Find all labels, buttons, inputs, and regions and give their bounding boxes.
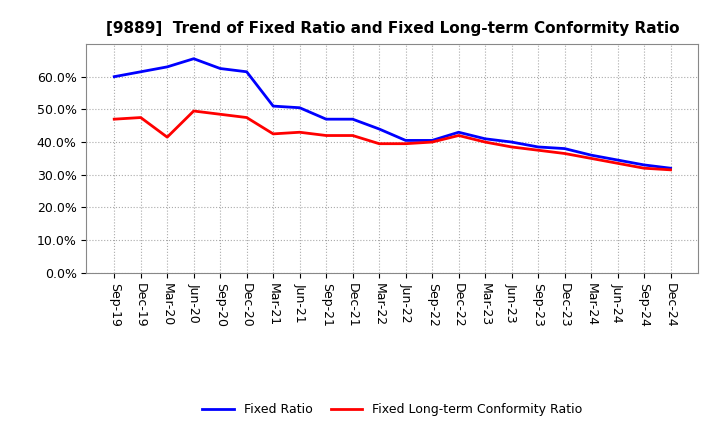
Fixed Long-term Conformity Ratio — [454, 133, 463, 138]
Fixed Long-term Conformity Ratio — [136, 115, 145, 120]
Fixed Long-term Conformity Ratio — [534, 147, 542, 153]
Fixed Long-term Conformity Ratio — [189, 108, 198, 114]
Fixed Ratio — [481, 136, 490, 141]
Fixed Ratio — [613, 158, 622, 163]
Fixed Long-term Conformity Ratio — [322, 133, 330, 138]
Fixed Long-term Conformity Ratio — [587, 156, 595, 161]
Fixed Long-term Conformity Ratio — [110, 117, 119, 122]
Fixed Ratio — [534, 144, 542, 150]
Fixed Long-term Conformity Ratio — [163, 135, 171, 140]
Fixed Ratio — [189, 56, 198, 61]
Fixed Long-term Conformity Ratio — [243, 115, 251, 120]
Fixed Long-term Conformity Ratio — [666, 167, 675, 172]
Fixed Long-term Conformity Ratio — [613, 161, 622, 166]
Fixed Long-term Conformity Ratio — [401, 141, 410, 147]
Fixed Ratio — [454, 130, 463, 135]
Fixed Long-term Conformity Ratio — [295, 130, 304, 135]
Fixed Ratio — [375, 126, 384, 132]
Fixed Ratio — [666, 165, 675, 171]
Fixed Long-term Conformity Ratio — [375, 141, 384, 147]
Fixed Long-term Conformity Ratio — [269, 131, 277, 136]
Fixed Long-term Conformity Ratio — [428, 139, 436, 145]
Fixed Ratio — [348, 117, 357, 122]
Fixed Ratio — [640, 162, 649, 168]
Fixed Long-term Conformity Ratio — [560, 151, 569, 156]
Fixed Ratio — [269, 103, 277, 109]
Fixed Ratio — [243, 69, 251, 74]
Fixed Ratio — [401, 138, 410, 143]
Fixed Ratio — [587, 153, 595, 158]
Line: Fixed Long-term Conformity Ratio: Fixed Long-term Conformity Ratio — [114, 111, 670, 170]
Fixed Ratio — [163, 64, 171, 70]
Fixed Ratio — [322, 117, 330, 122]
Fixed Long-term Conformity Ratio — [640, 165, 649, 171]
Line: Fixed Ratio: Fixed Ratio — [114, 59, 670, 168]
Legend: Fixed Ratio, Fixed Long-term Conformity Ratio: Fixed Ratio, Fixed Long-term Conformity … — [197, 398, 588, 421]
Fixed Long-term Conformity Ratio — [216, 112, 225, 117]
Fixed Long-term Conformity Ratio — [348, 133, 357, 138]
Fixed Ratio — [560, 146, 569, 151]
Fixed Ratio — [110, 74, 119, 79]
Fixed Ratio — [136, 69, 145, 74]
Fixed Ratio — [216, 66, 225, 71]
Fixed Ratio — [428, 138, 436, 143]
Fixed Long-term Conformity Ratio — [508, 144, 516, 150]
Title: [9889]  Trend of Fixed Ratio and Fixed Long-term Conformity Ratio: [9889] Trend of Fixed Ratio and Fixed Lo… — [106, 21, 679, 36]
Fixed Ratio — [295, 105, 304, 110]
Fixed Ratio — [508, 139, 516, 145]
Fixed Long-term Conformity Ratio — [481, 139, 490, 145]
